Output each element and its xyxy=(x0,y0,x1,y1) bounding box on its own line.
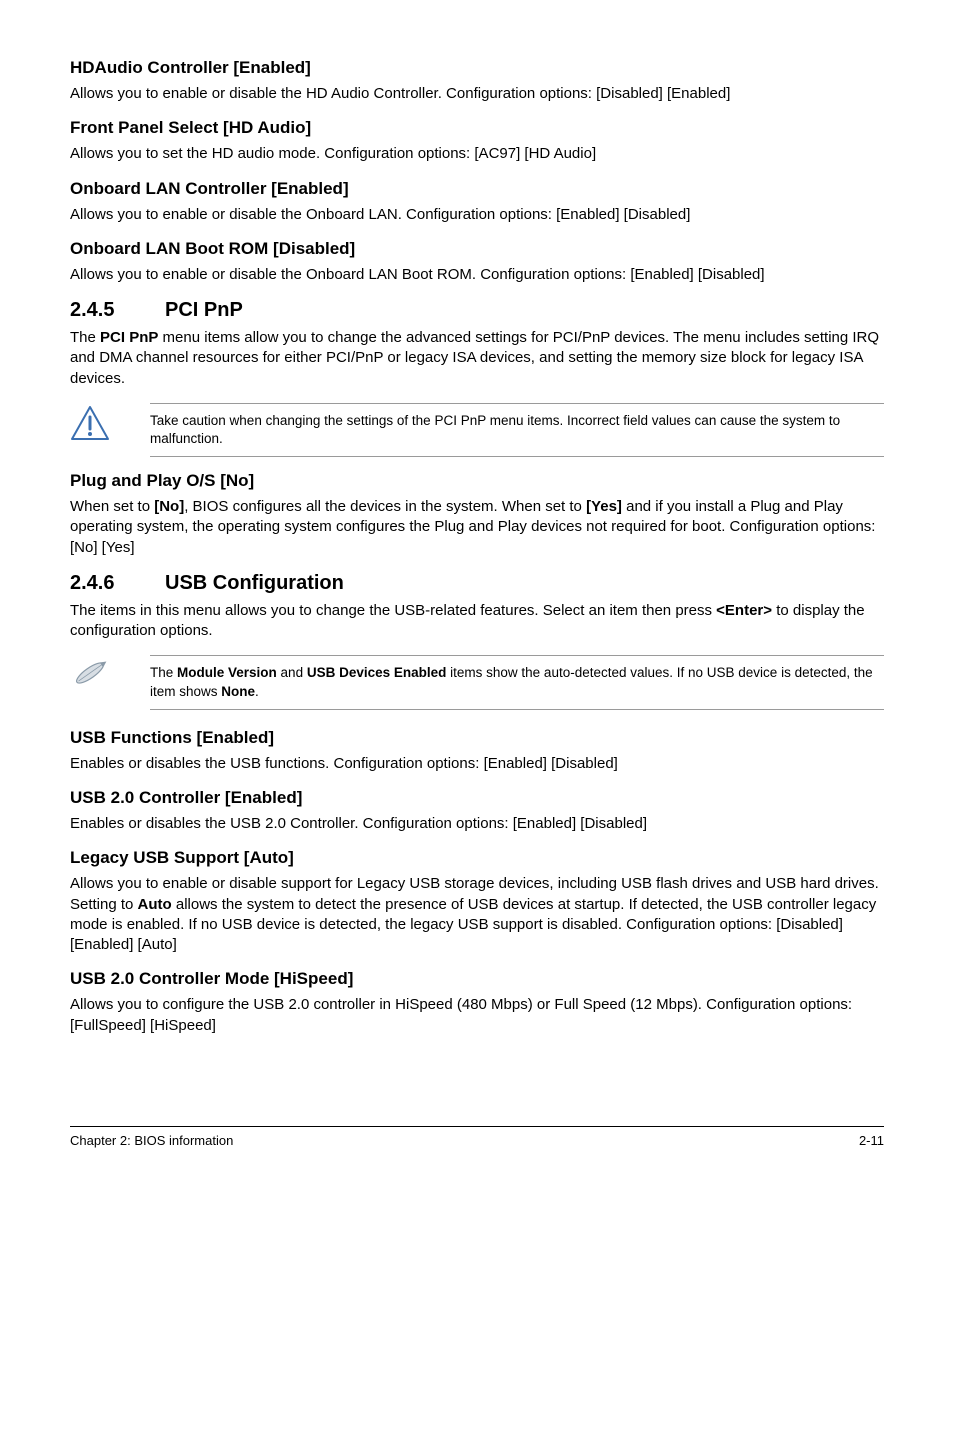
bold: [No] xyxy=(154,498,184,515)
heading-hdaudio: HDAudio Controller [Enabled] xyxy=(70,58,884,78)
text: allows the system to detect the presence… xyxy=(70,896,876,954)
heading-legacyusb: Legacy USB Support [Auto] xyxy=(70,848,884,868)
body-legacyusb: Allows you to enable or disable support … xyxy=(70,874,884,955)
text: and xyxy=(277,665,307,680)
text: . xyxy=(255,684,259,699)
text: , BIOS configures all the devices in the… xyxy=(184,498,586,515)
bold: None xyxy=(221,684,255,699)
info-text: The Module Version and USB Devices Enabl… xyxy=(150,664,884,700)
caution-icon xyxy=(70,403,150,441)
body-usb20ctrl: Enables or disables the USB 2.0 Controll… xyxy=(70,814,884,834)
body-pcipnp: The PCI PnP menu items allow you to chan… xyxy=(70,328,884,389)
body-usbconfig: The items in this menu allows you to cha… xyxy=(70,601,884,642)
bold: PCI PnP xyxy=(100,329,158,346)
caution-text: Take caution when changing the settings … xyxy=(150,412,884,448)
body-usbfunc: Enables or disables the USB functions. C… xyxy=(70,754,884,774)
note-text-wrap: Take caution when changing the settings … xyxy=(150,403,884,457)
section-usbconfig-heading: 2.4.6 USB Configuration xyxy=(70,572,884,595)
bold: USB Devices Enabled xyxy=(307,665,447,680)
heading-onboardlanboot: Onboard LAN Boot ROM [Disabled] xyxy=(70,239,884,259)
heading-onboardlan: Onboard LAN Controller [Enabled] xyxy=(70,179,884,199)
bold: Auto xyxy=(138,896,172,913)
heading-plugplay: Plug and Play O/S [No] xyxy=(70,471,884,491)
body-usb20mode: Allows you to configure the USB 2.0 cont… xyxy=(70,995,884,1036)
section-title: USB Configuration xyxy=(165,572,344,595)
body-hdaudio: Allows you to enable or disable the HD A… xyxy=(70,84,884,104)
caution-note: Take caution when changing the settings … xyxy=(70,403,884,457)
footer-left: Chapter 2: BIOS information xyxy=(70,1133,233,1148)
info-note: The Module Version and USB Devices Enabl… xyxy=(70,655,884,709)
section-title: PCI PnP xyxy=(165,299,243,322)
text: When set to xyxy=(70,498,154,515)
body-onboardlan: Allows you to enable or disable the Onbo… xyxy=(70,205,884,225)
bold: [Yes] xyxy=(586,498,622,515)
pencil-icon xyxy=(70,655,150,689)
bold: <Enter> xyxy=(716,602,772,619)
heading-usbfunc: USB Functions [Enabled] xyxy=(70,728,884,748)
text: The xyxy=(150,665,177,680)
section-pcipnp-heading: 2.4.5 PCI PnP xyxy=(70,299,884,322)
footer-right: 2-11 xyxy=(859,1133,884,1148)
body-onboardlanboot: Allows you to enable or disable the Onbo… xyxy=(70,265,884,285)
page-footer: Chapter 2: BIOS information 2-11 xyxy=(70,1126,884,1148)
bold: Module Version xyxy=(177,665,277,680)
section-num: 2.4.5 xyxy=(70,299,165,322)
body-frontpanel: Allows you to set the HD audio mode. Con… xyxy=(70,144,884,164)
heading-frontpanel: Front Panel Select [HD Audio] xyxy=(70,118,884,138)
body-plugplay: When set to [No], BIOS configures all th… xyxy=(70,497,884,558)
text: The xyxy=(70,329,100,346)
note-text-wrap: The Module Version and USB Devices Enabl… xyxy=(150,655,884,709)
heading-usb20mode: USB 2.0 Controller Mode [HiSpeed] xyxy=(70,969,884,989)
text: menu items allow you to change the advan… xyxy=(70,329,879,387)
heading-usb20ctrl: USB 2.0 Controller [Enabled] xyxy=(70,788,884,808)
section-num: 2.4.6 xyxy=(70,572,165,595)
text: The items in this menu allows you to cha… xyxy=(70,602,716,619)
